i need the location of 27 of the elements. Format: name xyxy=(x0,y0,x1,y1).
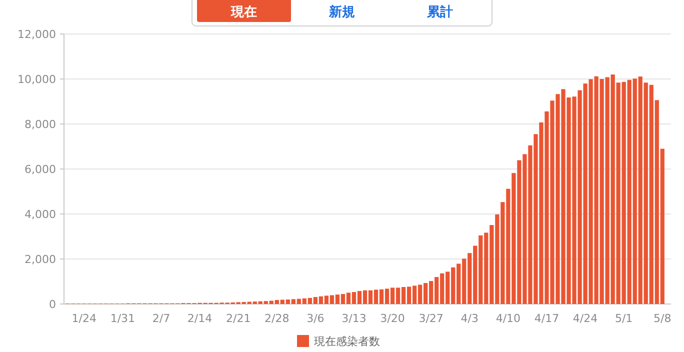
x-tick-label: 1/31 xyxy=(110,312,136,325)
x-tick-label: 2/21 xyxy=(226,312,251,325)
x-tick-label: 3/6 xyxy=(306,312,324,325)
x-tick-label: 1/24 xyxy=(72,312,96,325)
x-tick-label: 4/24 xyxy=(572,312,598,325)
y-tick-label: 0 xyxy=(49,298,56,311)
legend-label: 現在感染者数 xyxy=(314,334,380,348)
x-tick-label: 5/8 xyxy=(654,312,672,325)
x-tick-label: 3/27 xyxy=(418,312,444,325)
x-tick-label: 3/20 xyxy=(380,312,405,325)
text: 累計 xyxy=(426,4,453,20)
y-tick-label: 12,000 xyxy=(18,28,56,41)
text: 新規 xyxy=(328,4,355,20)
y-tick-label: 10,000 xyxy=(18,72,56,86)
x-tick-label: 2/14 xyxy=(187,312,212,325)
y-tick-label: 8,000 xyxy=(24,118,56,131)
x-tick-label: 2/7 xyxy=(152,312,170,325)
y-tick-label: 6,000 xyxy=(24,162,56,176)
x-tick-label: 4/10 xyxy=(496,312,521,325)
text: 現在 xyxy=(230,5,257,20)
x-tick-label: 4/17 xyxy=(534,312,560,325)
x-tick-label: 3/13 xyxy=(342,312,366,325)
x-tick-label: 5/1 xyxy=(614,312,633,325)
y-tick-label: 4,000 xyxy=(24,208,56,221)
x-tick-label: 4/3 xyxy=(460,312,478,325)
x-tick-label: 2/28 xyxy=(264,312,290,325)
y-tick-label: 2,000 xyxy=(24,252,56,266)
